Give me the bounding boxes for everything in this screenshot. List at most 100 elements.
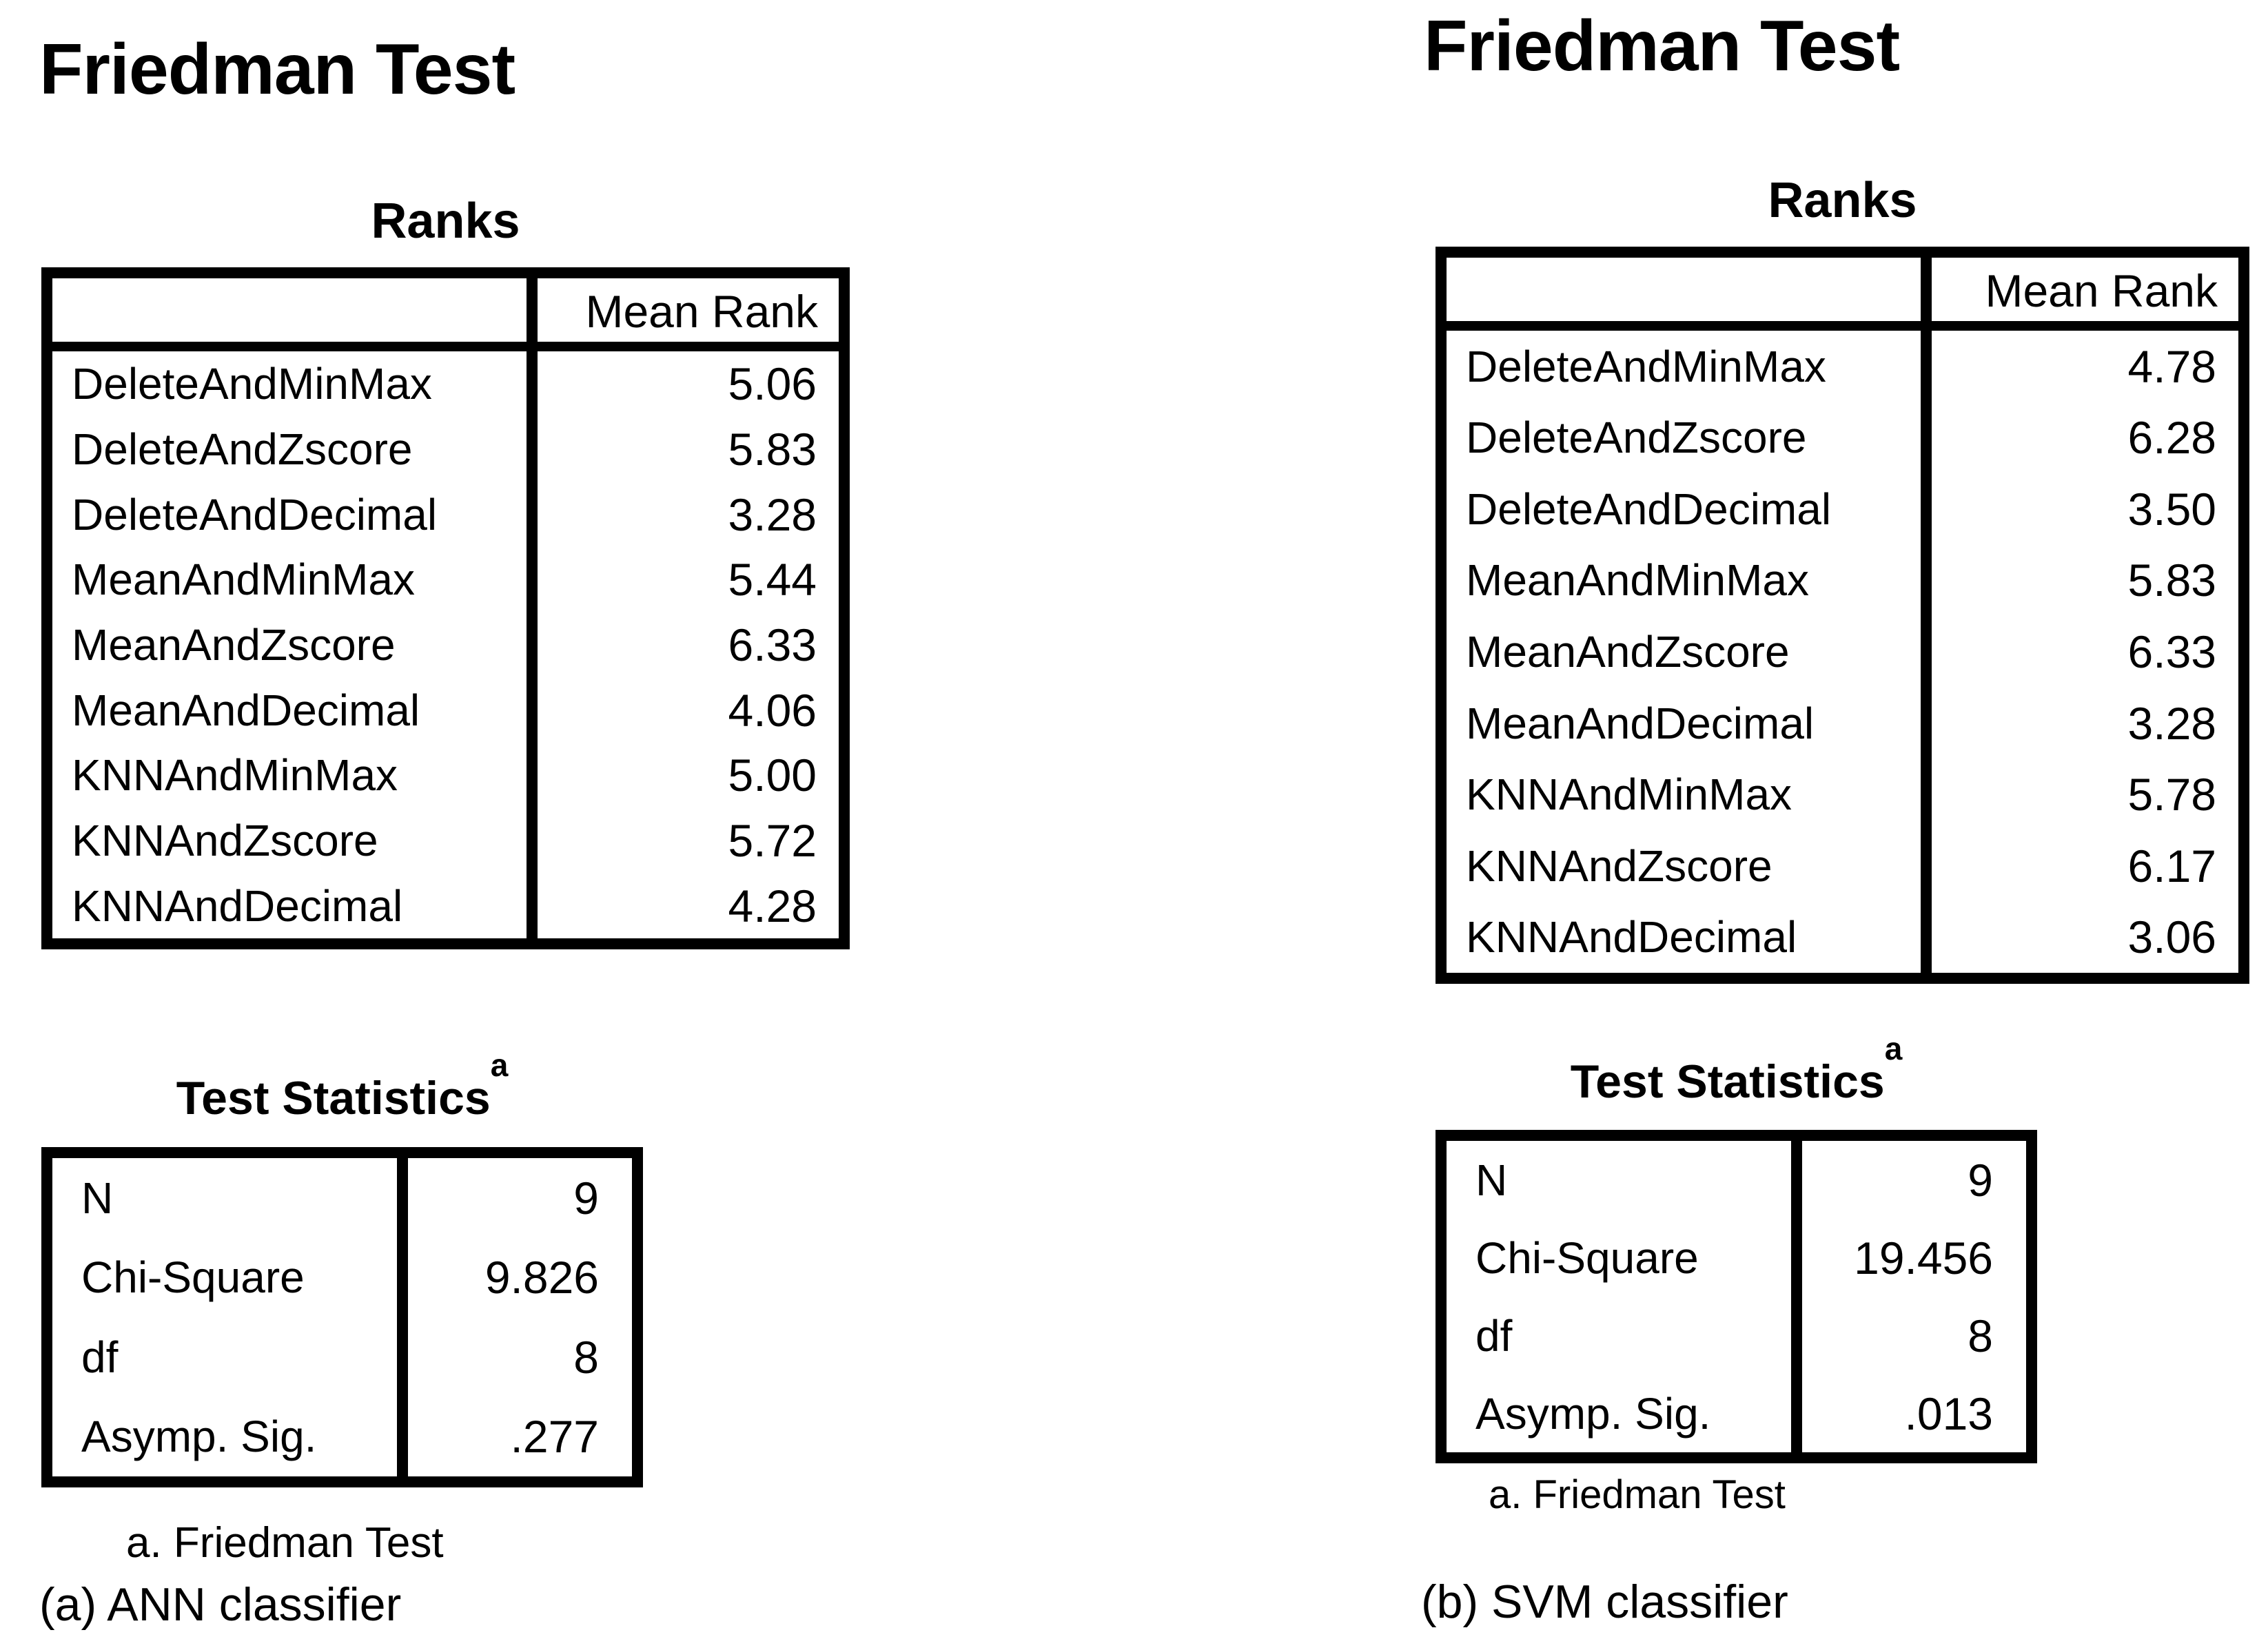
stat-value: 19.456 [1854,1232,1993,1284]
table-row: KNNAndDecimal 3.06 [1447,901,2238,973]
ranks-table-caption-svm: Ranks [1768,173,1917,228]
stat-value: 9.826 [484,1252,599,1303]
row-value: 5.06 [728,358,817,410]
row-label: MeanAndDecimal [52,677,538,743]
stat-label: df [1447,1297,1802,1374]
table-row: N 9 [52,1158,632,1238]
ranks-header-row: Mean Rank [1447,258,2238,331]
row-value: 6.33 [2127,626,2216,678]
table-row: MeanAndZscore 6.33 [1447,616,2238,688]
row-label: MeanAndDecimal [1447,687,1932,759]
table-row: Chi-Square 19.456 [1447,1219,2026,1297]
stat-label: df [52,1317,408,1397]
table-row: DeleteAndDecimal 3.28 [52,482,839,548]
stat-label: Chi-Square [1447,1219,1802,1297]
row-value: 3.06 [2127,911,2216,963]
friedman-test-title-svm: Friedman Test [1424,6,1900,86]
table-row: MeanAndMinMax 5.83 [1447,544,2238,617]
row-label: DeleteAndZscore [1447,402,1932,474]
stat-label: Asymp. Sig. [52,1396,408,1476]
row-label: MeanAndZscore [52,612,538,678]
ranks-header-empty-cell [52,278,538,342]
table-row: df 8 [1447,1297,2026,1374]
stat-value: 9 [1968,1154,1993,1206]
row-label: KNNAndDecimal [52,873,538,939]
row-value: 5.83 [728,424,817,475]
row-value: 5.44 [728,554,817,606]
test-statistics-table-svm: N 9 Chi-Square 19.456 df 8 Asymp. Sig. .… [1436,1130,2037,1463]
row-value: 4.78 [2127,340,2216,392]
mean-rank-column-header: Mean Rank [585,286,818,337]
mean-rank-column-header: Mean Rank [1985,265,2218,316]
table-row: MeanAndMinMax 5.44 [52,547,839,612]
row-label: KNNAndMinMax [52,743,538,808]
table-row: Asymp. Sig. .277 [52,1396,632,1476]
table-row: KNNAndMinMax 5.00 [52,743,839,808]
ranks-header-row: Mean Rank [52,278,839,351]
table-row: DeleteAndZscore 5.83 [52,416,839,482]
stat-value: 9 [573,1172,599,1224]
test-statistics-caption-svm: Test Statisticsa [1436,1033,2037,1109]
stat-label: Asymp. Sig. [1447,1374,1802,1452]
row-value: 6.28 [2127,412,2216,464]
table-row: KNNAndDecimal 4.28 [52,873,839,939]
table-footnote-svm: a. Friedman Test [1489,1472,1786,1517]
test-statistics-caption-ann: Test Statisticsa [41,1049,643,1125]
footnote-marker: a [490,1047,509,1083]
table-row: Asymp. Sig. .013 [1447,1374,2026,1452]
row-label: DeleteAndMinMax [1447,331,1932,402]
row-value: 5.72 [728,815,817,867]
table-row: DeleteAndZscore 6.28 [1447,402,2238,474]
table-row: KNNAndMinMax 5.78 [1447,759,2238,830]
subfigure-caption-svm: (b) SVM classifier [1421,1576,1788,1628]
stat-value: .013 [1904,1388,1993,1439]
footnote-marker: a [1884,1031,1903,1066]
ranks-header-empty-cell [1447,258,1932,321]
table-row: N 9 [1447,1141,2026,1219]
ranks-table-caption-ann: Ranks [371,194,520,249]
row-label: KNNAndZscore [1447,829,1932,902]
row-value: 3.50 [2127,483,2216,535]
row-value: 3.28 [728,488,817,540]
row-label: DeleteAndDecimal [52,482,538,548]
ranks-table-ann: Mean Rank DeleteAndMinMax 5.06 DeleteAnd… [41,267,850,949]
ranks-table-svm: Mean Rank DeleteAndMinMax 4.78 DeleteAnd… [1436,247,2249,984]
stat-label: Chi-Square [52,1237,408,1317]
row-value: 3.28 [2127,697,2216,749]
test-statistics-table-ann: N 9 Chi-Square 9.826 df 8 Asymp. Sig. .2… [41,1147,643,1487]
row-label: KNNAndZscore [52,807,538,874]
row-value: 5.00 [728,750,817,801]
row-label: MeanAndMinMax [52,547,538,612]
stat-value: .277 [510,1411,599,1463]
test-statistics-label: Test Statistics [1570,1055,1885,1108]
table-row: Chi-Square 9.826 [52,1237,632,1317]
friedman-test-title-ann: Friedman Test [39,30,515,110]
row-label: KNNAndDecimal [1447,901,1932,973]
table-row: DeleteAndMinMax 5.06 [52,351,839,417]
row-label: KNNAndMinMax [1447,759,1932,830]
row-value: 6.33 [728,619,817,671]
table-row: MeanAndDecimal 3.28 [1447,687,2238,759]
row-value: 4.06 [728,684,817,736]
table-row: DeleteAndDecimal 3.50 [1447,473,2238,545]
row-label: MeanAndZscore [1447,616,1932,688]
table-row: DeleteAndMinMax 4.78 [1447,331,2238,402]
row-label: DeleteAndMinMax [52,351,538,417]
stat-value: 8 [1968,1310,1993,1361]
table-row: KNNAndZscore 6.17 [1447,829,2238,902]
table-footnote-ann: a. Friedman Test [126,1519,444,1567]
stat-label: N [1447,1141,1802,1219]
table-row: df 8 [52,1317,632,1397]
row-label: DeleteAndDecimal [1447,473,1932,545]
row-value: 5.83 [2127,555,2216,606]
row-value: 6.17 [2127,840,2216,891]
test-statistics-label: Test Statistics [176,1072,491,1124]
row-label: MeanAndMinMax [1447,544,1932,617]
row-value: 5.78 [2127,769,2216,821]
stat-value: 8 [573,1331,599,1383]
table-row: MeanAndDecimal 4.06 [52,677,839,743]
table-row: KNNAndZscore 5.72 [52,807,839,874]
row-label: DeleteAndZscore [52,416,538,482]
subfigure-caption-ann: (a) ANN classifier [39,1578,402,1631]
